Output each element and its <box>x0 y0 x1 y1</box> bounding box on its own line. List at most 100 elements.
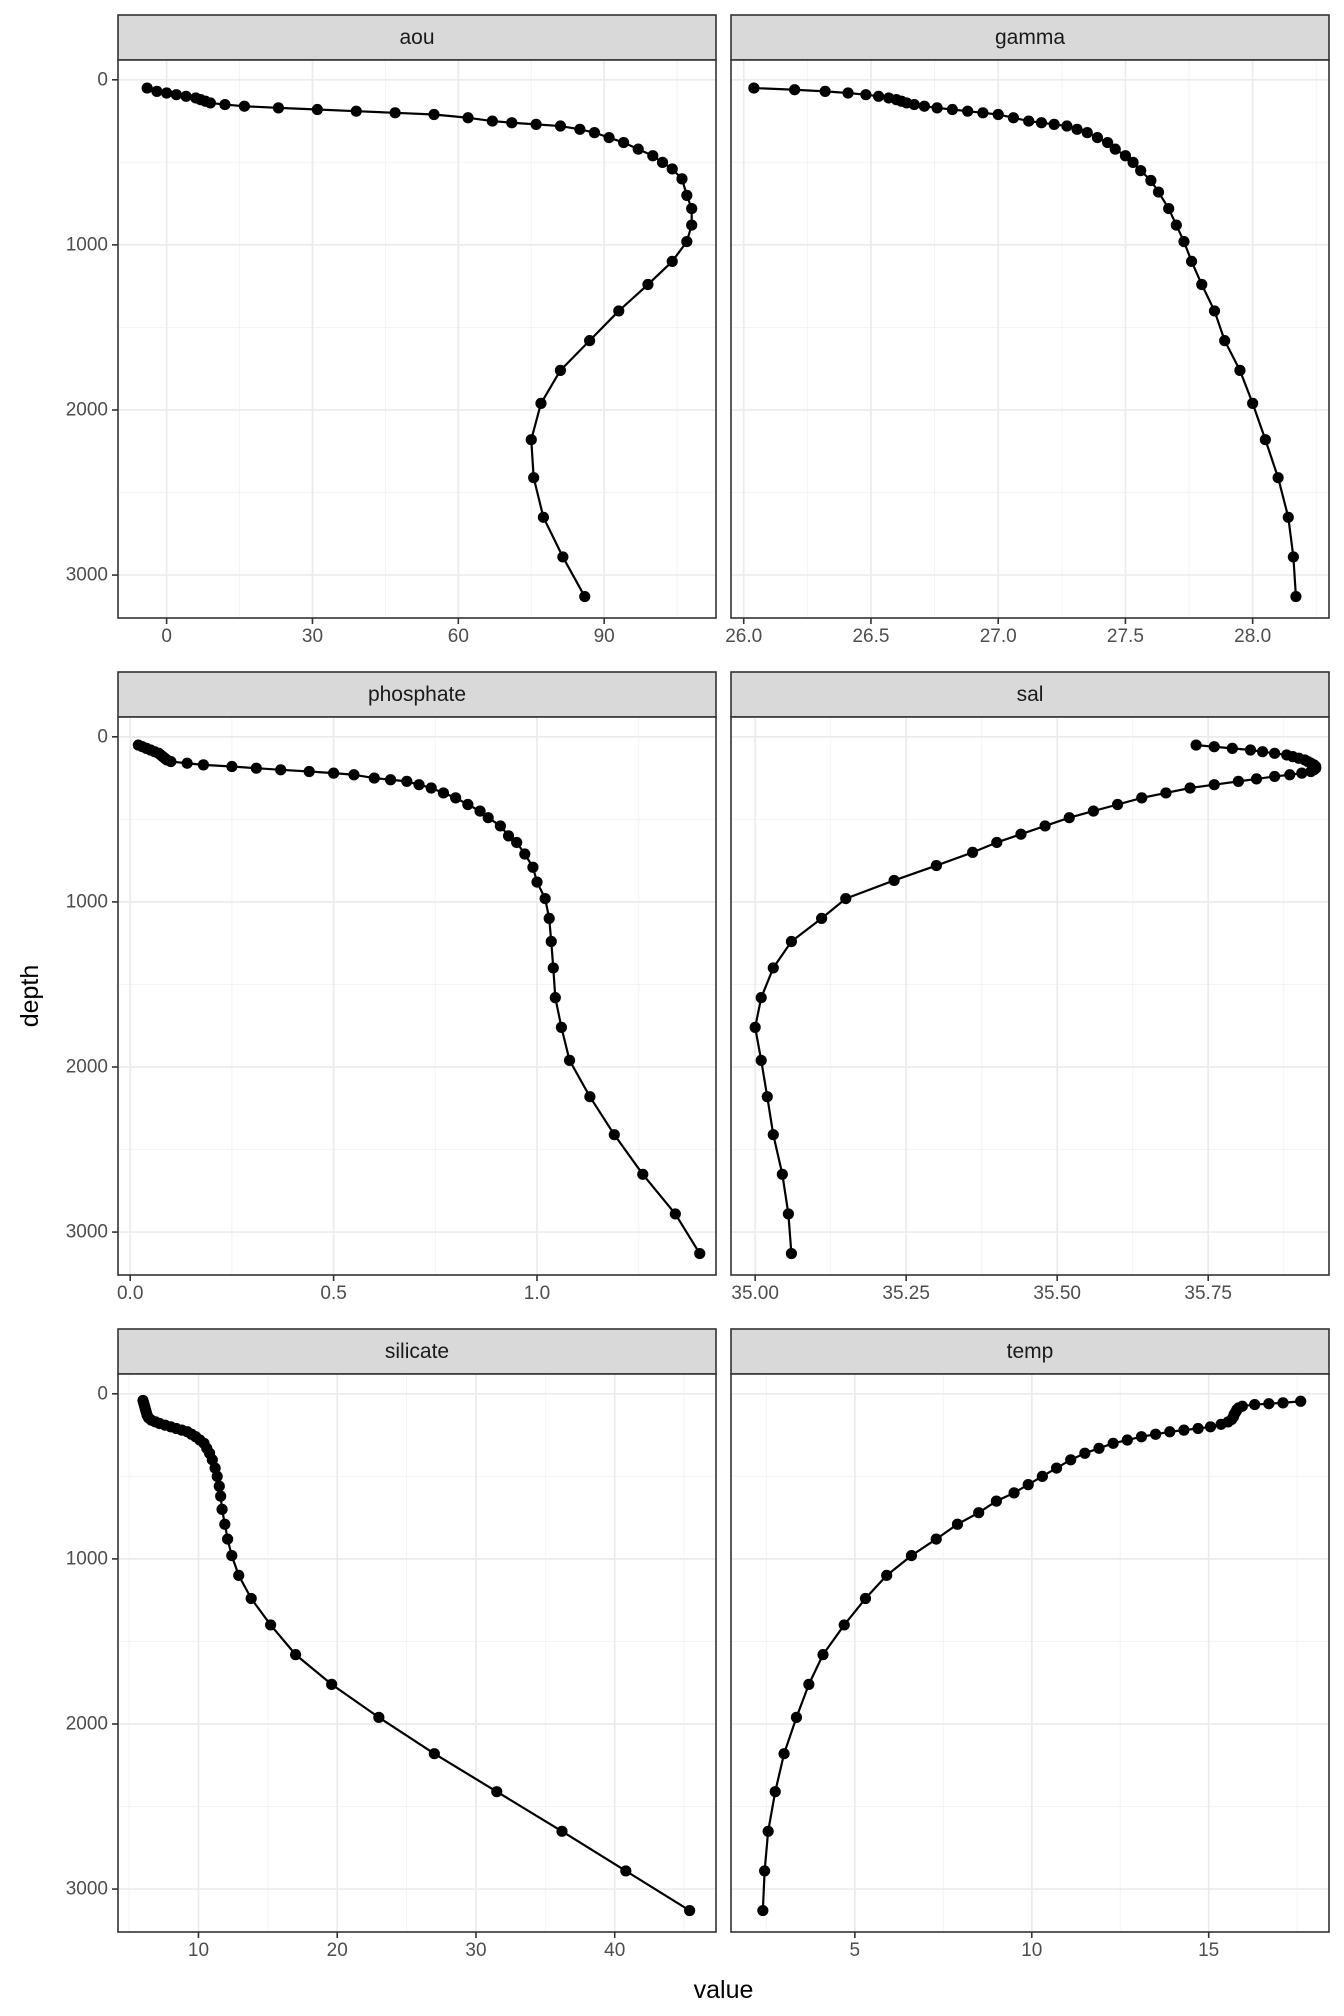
data-point <box>1015 828 1027 840</box>
data-point <box>620 1865 632 1877</box>
data-point <box>1081 127 1093 139</box>
data-point <box>272 102 285 114</box>
data-point <box>992 108 1004 121</box>
data-point <box>311 103 323 116</box>
data-point <box>233 1569 245 1582</box>
data-point <box>584 1091 596 1103</box>
panel-border <box>730 1373 1330 1933</box>
data-point <box>222 1533 234 1545</box>
data-point <box>368 772 380 784</box>
data-point <box>554 364 567 376</box>
data-point <box>1087 805 1100 817</box>
data-point <box>450 792 462 804</box>
data-point <box>681 235 693 248</box>
facet-temp: temp 5 10 15 <box>730 1328 1330 1961</box>
data-point <box>482 812 494 824</box>
data-point <box>219 1518 231 1530</box>
data-point <box>1287 551 1299 563</box>
data-point <box>574 123 586 135</box>
facet-silicate: silicate 0 1000 2000 3000 10 20 30 40 <box>66 1328 717 1961</box>
data-point <box>525 434 537 446</box>
facet-strip-label: temp <box>1007 1340 1054 1363</box>
data-point <box>1296 767 1308 779</box>
data-point <box>666 163 678 175</box>
data-point <box>1163 202 1175 215</box>
data-point <box>373 1711 385 1723</box>
data-point <box>991 836 1003 849</box>
data-point <box>816 912 828 925</box>
data-point <box>170 89 182 101</box>
data-point <box>1007 112 1020 124</box>
data-point <box>197 759 210 771</box>
data-point <box>557 551 569 563</box>
data-point <box>151 85 163 97</box>
data-point <box>141 82 153 94</box>
data-point <box>637 1168 649 1180</box>
data-point <box>1178 235 1190 248</box>
data-point <box>543 912 555 925</box>
data-point <box>1145 174 1157 187</box>
data-point <box>502 830 515 842</box>
y-tick-label: 3000 <box>66 1879 108 1900</box>
panel-border <box>730 59 1330 619</box>
panel-border <box>117 59 717 619</box>
data-point <box>486 115 498 127</box>
x-tick-label: 5 <box>850 1940 861 1961</box>
x-tick-label: 40 <box>604 1940 625 1961</box>
data-point <box>962 105 974 117</box>
data-point <box>428 1748 440 1760</box>
data-point <box>888 874 900 887</box>
x-tick-label: 30 <box>302 626 323 647</box>
data-point <box>1050 1462 1063 1474</box>
data-point <box>908 98 920 111</box>
data-point <box>328 767 340 779</box>
data-point <box>1295 1395 1307 1407</box>
data-point <box>1215 1418 1227 1430</box>
data-point <box>462 112 474 124</box>
data-point <box>462 798 474 811</box>
y-tick-label: 0 <box>97 726 108 747</box>
x-tick-label: 27.0 <box>980 626 1017 647</box>
data-point <box>535 397 547 409</box>
data-point <box>1269 770 1281 783</box>
data-point <box>951 1518 964 1530</box>
data-point <box>1091 131 1104 144</box>
data-point <box>817 1649 829 1661</box>
data-point <box>1305 765 1317 778</box>
data-point <box>250 762 262 774</box>
data-point <box>1160 787 1172 799</box>
data-point <box>755 1054 767 1066</box>
data-point <box>1022 1479 1034 1491</box>
data-point <box>819 85 831 97</box>
y-tick-label: 0 <box>97 1383 108 1404</box>
facet-strip <box>730 1328 1330 1375</box>
data-point <box>1290 590 1302 603</box>
x-tick-label: 30 <box>465 1940 486 1961</box>
data-point <box>425 782 437 794</box>
facet-strip-label: phosphate <box>368 683 466 706</box>
data-point <box>613 305 625 317</box>
data-point <box>1196 278 1208 291</box>
data-point <box>686 219 698 231</box>
data-point <box>642 278 654 291</box>
facet-strip <box>730 14 1330 61</box>
data-point <box>1135 1431 1148 1443</box>
data-point <box>1184 782 1196 794</box>
data-point <box>647 150 659 162</box>
data-point <box>519 848 531 860</box>
x-tick-label: 15 <box>1198 1940 1219 1961</box>
x-tick-label: 0 <box>161 626 172 647</box>
data-point <box>1277 1397 1289 1409</box>
data-point <box>289 1649 302 1661</box>
data-point <box>1282 511 1294 523</box>
data-point <box>757 1904 769 1917</box>
y-tick-label: 1000 <box>66 234 108 255</box>
data-point <box>528 472 540 484</box>
data-point <box>213 1480 225 1492</box>
data-point <box>778 1748 790 1760</box>
data-point <box>1121 1434 1133 1446</box>
data-point <box>859 1592 872 1605</box>
data-point <box>1150 1428 1162 1440</box>
facet-strip <box>117 1328 717 1375</box>
data-point <box>1008 1487 1020 1499</box>
